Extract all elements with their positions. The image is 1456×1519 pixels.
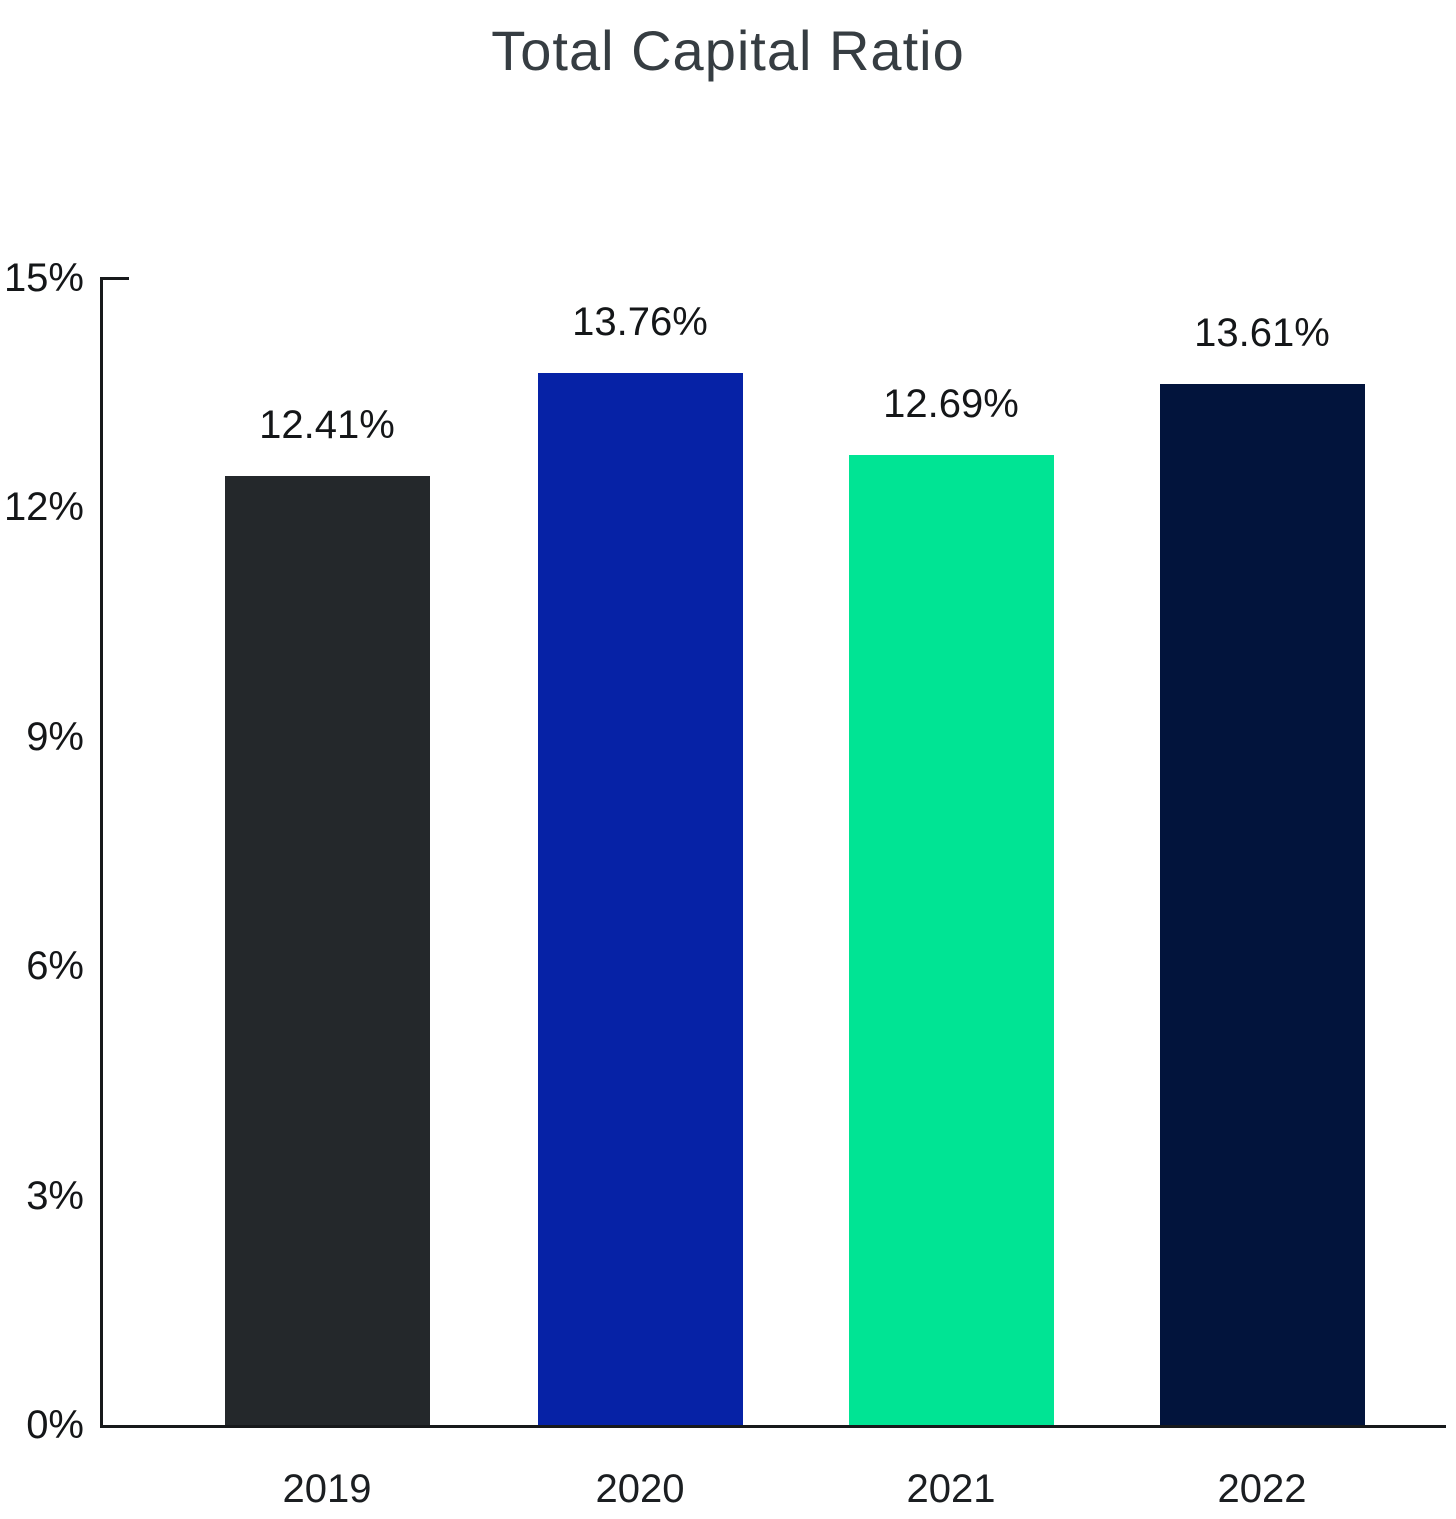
bar-value-label: 13.61% <box>1194 311 1330 355</box>
y-tick-label: 6% <box>26 944 84 989</box>
x-tick-label: 2019 <box>282 1467 372 1511</box>
bar-2022 <box>1159 384 1365 1425</box>
y-axis-top-tick <box>100 277 129 280</box>
y-tick-label: 0% <box>26 1403 84 1447</box>
bar-value-label: 12.69% <box>883 382 1019 426</box>
bar-value-label: 12.41% <box>259 403 395 447</box>
plot-area <box>100 278 1446 1428</box>
x-tick-label: 2021 <box>906 1467 996 1511</box>
x-tick-label: 2022 <box>1217 1467 1307 1511</box>
y-tick-label: 3% <box>26 1173 84 1218</box>
y-tick-label: 9% <box>26 714 84 759</box>
bar-2020 <box>537 373 743 1425</box>
chart-title: Total Capital Ratio <box>491 19 965 82</box>
bar-2019 <box>224 476 430 1425</box>
bar-2021 <box>848 455 1054 1425</box>
y-tick-label: 12% <box>3 485 84 530</box>
x-tick-label: 2020 <box>595 1467 685 1511</box>
bar-value-label: 13.76% <box>572 300 708 344</box>
y-tick-label: 15% <box>3 256 84 300</box>
